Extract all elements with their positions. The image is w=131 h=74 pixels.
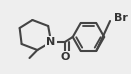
Text: O: O xyxy=(60,52,70,62)
Text: Br: Br xyxy=(114,13,128,23)
Text: N: N xyxy=(47,37,56,47)
